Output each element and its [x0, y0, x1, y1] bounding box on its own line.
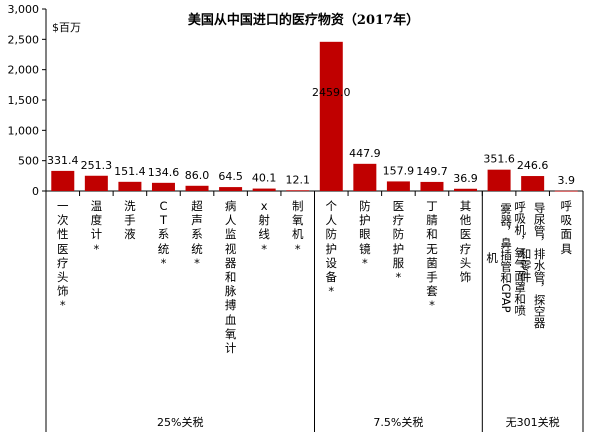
- bar: [353, 163, 377, 191]
- category-label: CT系统*: [157, 199, 170, 270]
- bar: [319, 41, 343, 192]
- y-tick-label: 1,500: [8, 94, 40, 107]
- category-label: 其他医疗头饰: [459, 199, 472, 285]
- bar: [487, 169, 511, 191]
- category-label: 制氧机*: [291, 199, 304, 256]
- y-tick-label: 1,000: [8, 124, 40, 137]
- bar: [386, 181, 410, 191]
- bar: [219, 187, 243, 191]
- category-label: 病人监视器和脉搏血氧计: [224, 199, 237, 356]
- data-label: 134.6: [148, 166, 180, 179]
- data-label: 64.5: [218, 170, 243, 183]
- bar: [521, 176, 545, 191]
- data-label: 86.0: [185, 169, 210, 182]
- category-label: 一次性医疗头饰*: [57, 199, 69, 313]
- category-label: 丁腈和无菌手套*: [426, 199, 438, 313]
- bar: [118, 181, 142, 191]
- data-label: 3.9: [557, 174, 575, 187]
- y-tick-label: 500: [18, 155, 39, 168]
- category-label: 个人防护设备*: [325, 199, 338, 299]
- group-label: 无301关税: [505, 416, 560, 429]
- category-label: 防护眼镜*: [359, 199, 371, 270]
- bar: [185, 185, 209, 191]
- data-label: 246.6: [517, 159, 549, 172]
- data-label: 331.4: [47, 154, 79, 167]
- bar: [286, 190, 310, 192]
- data-label: 351.6: [483, 153, 515, 166]
- category-label: 超声系统*: [191, 199, 203, 270]
- category-label: 医疗防护服*: [392, 199, 405, 285]
- group-label: 25%关税: [157, 416, 204, 429]
- data-label: 157.9: [383, 164, 415, 177]
- bar: [51, 170, 75, 191]
- bar: [84, 175, 108, 191]
- category-label: 洗手液: [124, 199, 136, 242]
- category-label: 呼吸面具: [560, 199, 572, 256]
- bar: [420, 181, 444, 191]
- data-label: 151.4: [114, 165, 146, 178]
- unit-label: $百万: [52, 21, 81, 34]
- category-label: 呼吸机，氧气面罩和喷雾器，鼻插管和CPAP机: [485, 200, 528, 316]
- category-label: x射线*: [258, 199, 270, 256]
- y-tick-label: 2,500: [8, 33, 40, 46]
- data-label: 2459.0: [312, 86, 351, 99]
- data-label: 40.1: [252, 172, 277, 185]
- data-label: 447.9: [349, 147, 381, 160]
- category-label: 温度计*: [90, 199, 103, 256]
- group-label: 7.5%关税: [373, 416, 424, 429]
- bar: [252, 188, 276, 191]
- y-tick-label: 3,000: [8, 3, 40, 16]
- data-label: 36.9: [453, 172, 478, 185]
- data-label: 149.7: [416, 165, 448, 178]
- y-tick-label: 2,000: [8, 64, 40, 77]
- y-tick-label: 0: [32, 185, 39, 198]
- bar: [454, 188, 478, 191]
- category-label: 导尿管，排水管，探空器和零件: [518, 201, 547, 329]
- chart-title: 美国从中国进口的医疗物资（2017年）: [187, 13, 420, 28]
- bar: [151, 182, 175, 191]
- data-label: 12.1: [285, 173, 310, 186]
- data-label: 251.3: [81, 159, 113, 172]
- bar: [554, 190, 578, 192]
